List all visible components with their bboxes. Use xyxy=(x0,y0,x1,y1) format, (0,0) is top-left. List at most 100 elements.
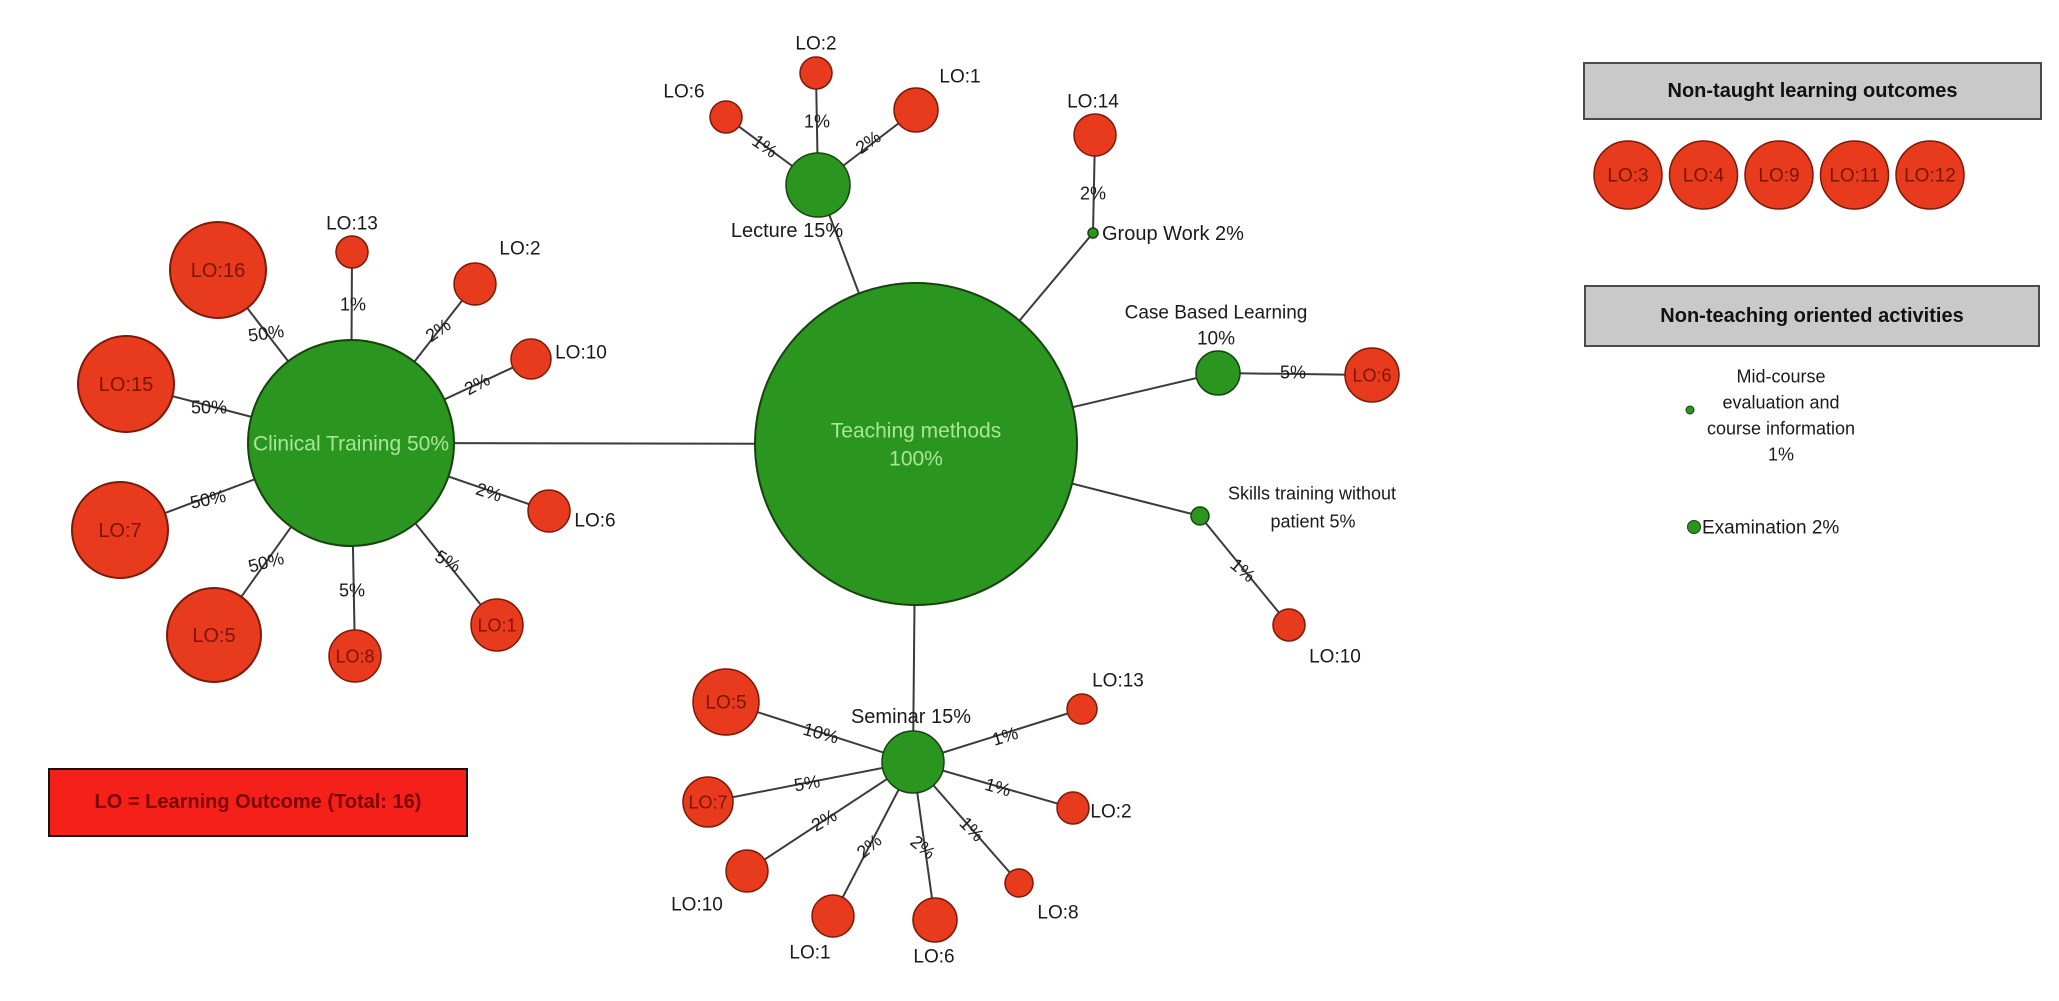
edge-label-clinical-c8: 5% xyxy=(339,580,365,600)
floating-label: LO:2 xyxy=(499,239,540,260)
edge-label-clinical-c5: 50% xyxy=(246,548,286,577)
node-c7-label: LO:7 xyxy=(98,520,141,542)
node-c1-label: LO:1 xyxy=(477,615,516,635)
edge-skills-sk10 xyxy=(1199,515,1290,626)
edge-label-clinical-c2: 2% xyxy=(422,315,455,346)
node-c1 xyxy=(470,598,524,652)
floating-label: LO:1 xyxy=(939,67,980,88)
non-taught-item-circle xyxy=(1895,140,1965,210)
edge-label-seminar-s7: 5% xyxy=(793,771,822,795)
node-cbl6-label: LO:6 xyxy=(1352,365,1391,385)
node-s13 xyxy=(1066,693,1098,725)
non-taught-title: Non-taught learning outcomes xyxy=(1667,79,1958,102)
edge-label-clinical-c16: 50% xyxy=(247,321,285,346)
node-s8 xyxy=(1004,868,1034,898)
node-s7-label: LO:7 xyxy=(688,792,727,812)
edge-label-seminar-s6: 2% xyxy=(906,831,939,863)
non-taught-item-circle xyxy=(1744,140,1814,210)
node-groupwork xyxy=(1087,227,1099,239)
edge-seminar-s10 xyxy=(746,761,914,872)
node-c13 xyxy=(335,235,369,269)
floating-label: LO:14 xyxy=(1067,92,1119,113)
edge-label-lecture-l1: 2% xyxy=(852,127,885,158)
floating-label: 10% xyxy=(1197,329,1235,350)
node-lo14 xyxy=(1073,113,1117,157)
node-s6 xyxy=(912,897,958,943)
floating-label: LO:2 xyxy=(795,34,836,55)
non-taught-item-circle xyxy=(1593,140,1663,210)
midcourse-label: evaluation and xyxy=(1722,392,1839,412)
non-taught-item-label: LO:9 xyxy=(1758,166,1799,187)
edge-label-clinical-c13: 1% xyxy=(340,294,366,314)
non-taught-item-circle xyxy=(1668,140,1739,210)
node-teaching xyxy=(754,282,1078,606)
edge-label-seminar-s2: 1% xyxy=(983,774,1014,800)
floating-label: Lecture 15% xyxy=(731,220,844,242)
node-c16 xyxy=(169,221,267,319)
examination-dot xyxy=(1687,520,1701,534)
edge-label-seminar-s13: 1% xyxy=(990,723,1021,750)
floating-label: LO:6 xyxy=(663,82,704,103)
floating-label: Group Work 2% xyxy=(1102,223,1244,245)
floating-label: LO:10 xyxy=(555,343,607,364)
node-c16-label: LO:16 xyxy=(191,260,245,282)
examination-label: Examination 2% xyxy=(1702,518,1839,539)
non-teaching-title: Non-teaching oriented activities xyxy=(1660,304,1964,327)
edge-label-seminar-s1: 2% xyxy=(853,830,886,862)
node-c6 xyxy=(527,489,571,533)
non-taught-item-label: LO:12 xyxy=(1904,166,1956,187)
node-s5-label: LO:5 xyxy=(705,693,746,714)
node-skills xyxy=(1190,506,1210,526)
midcourse-label: 1% xyxy=(1768,444,1794,464)
edge-label-clinical-c10: 2% xyxy=(461,369,493,399)
floating-label: Case Based Learning xyxy=(1125,303,1308,324)
node-s7 xyxy=(682,776,734,828)
non-taught-item-label: LO:4 xyxy=(1683,166,1725,187)
non-taught-item-circle xyxy=(1819,140,1890,210)
node-c2 xyxy=(453,262,497,306)
non-taught-item-label: LO:3 xyxy=(1607,166,1648,187)
legend-box: LO = Learning Outcome (Total: 16) xyxy=(48,768,468,837)
midcourse-dot xyxy=(1685,405,1695,415)
floating-label: Skills training without xyxy=(1228,483,1396,503)
node-c10 xyxy=(510,338,552,380)
edge-label-clinical-c15: 50% xyxy=(191,397,227,417)
node-clinical xyxy=(247,339,455,547)
node-s2 xyxy=(1056,791,1090,825)
edge-label-groupwork-lo14: 2% xyxy=(1080,183,1106,203)
floating-label: LO:2 xyxy=(1090,802,1131,823)
floating-label: LO:1 xyxy=(789,943,830,964)
node-sk10 xyxy=(1272,608,1306,642)
node-lecture xyxy=(785,152,851,218)
node-c5-label: LO:5 xyxy=(192,625,235,647)
non-taught-item-label: LO:11 xyxy=(1829,166,1879,187)
edge-seminar-s7 xyxy=(707,761,914,803)
node-s10 xyxy=(725,849,769,893)
node-c8 xyxy=(328,629,382,683)
floating-label: LO:6 xyxy=(574,511,615,532)
node-seminar xyxy=(881,730,945,794)
node-cbl xyxy=(1195,350,1241,396)
floating-label: LO:10 xyxy=(1309,647,1361,668)
node-l2 xyxy=(799,56,833,90)
node-c15 xyxy=(77,335,175,433)
node-teaching-label: 100% xyxy=(889,447,943,470)
legend-text: LO = Learning Outcome (Total: 16) xyxy=(94,791,422,813)
edge-label-clinical-c7: 50% xyxy=(188,486,227,513)
floating-label: patient 5% xyxy=(1270,511,1355,531)
edge-label-lecture-l6: 1% xyxy=(748,131,781,162)
floating-label: LO:6 xyxy=(913,947,954,968)
midcourse-label: Mid-course xyxy=(1736,366,1825,386)
node-s1 xyxy=(811,894,855,938)
midcourse-label: course information xyxy=(1707,418,1855,438)
non-taught-header: Non-taught learning outcomes xyxy=(1583,62,2042,120)
node-c8-label: LO:8 xyxy=(335,646,374,666)
node-cbl6 xyxy=(1344,347,1400,403)
floating-label: LO:10 xyxy=(671,895,723,916)
floating-label: LO:13 xyxy=(326,214,378,235)
node-l1 xyxy=(893,87,939,133)
edge-label-clinical-c6: 2% xyxy=(473,479,504,506)
edge-label-seminar-s5: 10% xyxy=(801,719,841,748)
